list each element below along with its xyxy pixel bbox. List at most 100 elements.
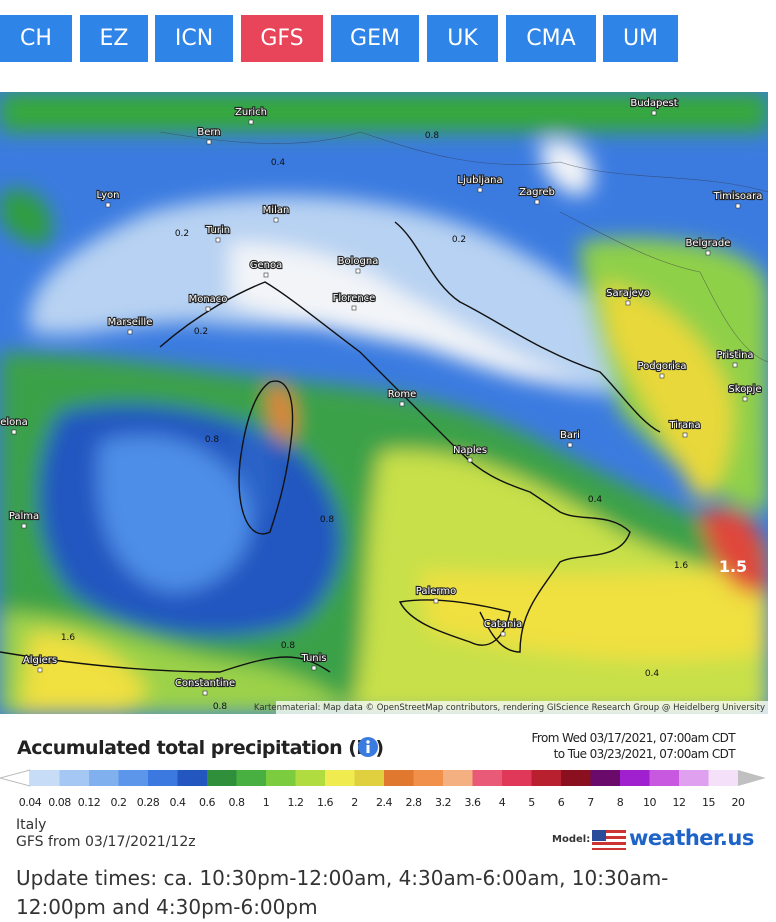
precipitation-map: Zurich Budapest Bern Lyon Ljubljana Zagreb Tim… xyxy=(0,92,768,714)
city-marker xyxy=(467,457,473,463)
city-marker xyxy=(21,523,27,529)
city-label: Rome xyxy=(388,389,417,400)
city-label: Bern xyxy=(197,127,220,138)
city-marker xyxy=(11,429,17,435)
model-tab[interactable]: CMA xyxy=(506,15,596,62)
scale-swatch xyxy=(295,770,326,786)
city-marker xyxy=(248,119,254,125)
city-marker xyxy=(705,250,711,256)
scale-swatch xyxy=(620,770,650,786)
scale-swatch xyxy=(679,770,709,786)
scale-swatch xyxy=(30,770,60,786)
contour-label: 0.2 xyxy=(194,327,208,337)
city-label: Milan xyxy=(263,205,290,216)
city-label: Naples xyxy=(453,445,487,456)
scale-swatch xyxy=(472,770,503,786)
legend: Accumulated total precipitation (in) Fro… xyxy=(0,725,776,815)
scale-swatch xyxy=(89,770,119,786)
city-label: Lyon xyxy=(96,190,119,201)
city-label: Skopje xyxy=(728,384,761,395)
scale-label: 3.6 xyxy=(465,796,481,809)
scale-swatch xyxy=(443,770,473,786)
contour-label: 0.2 xyxy=(452,235,466,245)
scale-label: 7 xyxy=(587,796,594,809)
scale-label: 1.2 xyxy=(288,796,304,809)
contour-label: 1.6 xyxy=(674,561,689,571)
scale-arrow-right xyxy=(738,770,766,786)
city-label: Algiers xyxy=(23,655,57,666)
model-tab[interactable]: GEM xyxy=(331,15,419,62)
city-marker xyxy=(567,442,573,448)
scale-swatch xyxy=(649,770,680,786)
contour-label: 0.2 xyxy=(175,229,189,239)
legend-from: From Wed 03/17/2021, 07:00am CDT xyxy=(531,731,735,745)
city-marker xyxy=(263,272,269,278)
city-marker xyxy=(355,268,361,274)
city-label: Bari xyxy=(560,430,580,441)
scale-swatch xyxy=(384,770,414,786)
scale-swatch xyxy=(354,770,385,786)
contour-label: 0.4 xyxy=(645,669,660,679)
model-tab[interactable]: EZ xyxy=(80,15,148,62)
scale-label: 0.2 xyxy=(111,796,127,809)
city-marker xyxy=(735,203,741,209)
city-marker xyxy=(37,667,43,673)
city-marker xyxy=(659,373,665,379)
info-icon[interactable] xyxy=(357,736,379,758)
coastline xyxy=(0,221,661,673)
scale-swatch xyxy=(413,770,444,786)
scale-swatch xyxy=(561,770,591,786)
city-label: Podgorica xyxy=(637,361,686,372)
scale-swatch xyxy=(590,770,621,786)
city-marker xyxy=(651,110,657,116)
city-label: Tunis xyxy=(300,653,326,664)
scale-swatch xyxy=(177,770,208,786)
city-marker xyxy=(534,199,540,205)
legend-title: Accumulated total precipitation (in) xyxy=(17,737,384,759)
scale-label: 0.12 xyxy=(78,796,101,809)
contour-label: 0.8 xyxy=(281,641,296,651)
city-label: Palermo xyxy=(416,586,456,597)
city-label: Ljubljana xyxy=(457,175,502,186)
model-tab[interactable]: CH xyxy=(0,15,72,62)
color-scale: 0.04 0.08 0.12 0.2 0.28 0.4 0.6 0.8 1 1.2 1.6 2 2.4 2… xyxy=(0,769,766,809)
city-label: Zurich xyxy=(235,107,267,118)
city-marker xyxy=(206,139,212,145)
city-label: Pristina xyxy=(716,350,753,361)
scale-label: 20 xyxy=(732,796,745,809)
scale-swatch xyxy=(59,770,90,786)
update-times: Update times: ca. 10:30pm-12:00am, 4:30a… xyxy=(16,866,669,919)
city-label: Budapest xyxy=(630,98,677,109)
city-marker xyxy=(500,631,506,637)
city-marker xyxy=(732,362,738,368)
city-label: Catania xyxy=(484,619,522,630)
scale-swatch xyxy=(325,770,355,786)
model-tab[interactable]: GFS xyxy=(241,15,323,62)
city-marker xyxy=(477,187,483,193)
scale-label: 3.2 xyxy=(435,796,451,809)
city-label: Marseille xyxy=(108,317,153,328)
model-tab[interactable]: ICN xyxy=(155,15,233,62)
brand-logo: weather.us xyxy=(629,826,754,850)
city-label: elona xyxy=(0,417,28,428)
city-marker xyxy=(625,300,631,306)
city-label: Zagreb xyxy=(519,187,555,198)
contour-label: 0.8 xyxy=(320,515,335,525)
contour-label: 0.4 xyxy=(588,495,603,505)
scale-label: 5 xyxy=(528,796,535,809)
city-label: Tirana xyxy=(668,420,700,431)
scale-swatch xyxy=(266,770,296,786)
model-tab[interactable]: UK xyxy=(427,15,498,62)
city-marker xyxy=(273,217,279,223)
model-tab[interactable]: UM xyxy=(603,15,678,62)
scale-swatch xyxy=(148,770,178,786)
city-marker xyxy=(202,690,208,696)
scale-label: 0.08 xyxy=(48,796,71,809)
scale-label: 15 xyxy=(702,796,715,809)
map-attribution: Kartenmaterial: Map data © OpenStreetMap… xyxy=(254,703,765,713)
scale-label: 0.28 xyxy=(137,796,160,809)
scale-label: 12 xyxy=(673,796,686,809)
contour-label: 0.4 xyxy=(271,158,286,168)
us-flag xyxy=(592,830,626,850)
